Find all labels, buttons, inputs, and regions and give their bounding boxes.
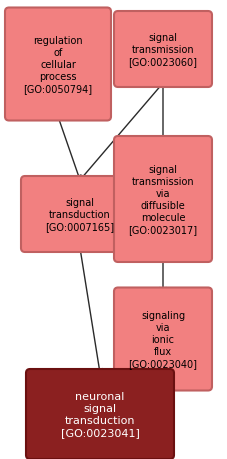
FancyBboxPatch shape xyxy=(114,137,211,263)
FancyBboxPatch shape xyxy=(5,8,111,121)
FancyBboxPatch shape xyxy=(114,12,211,88)
Text: regulation
of
cellular
process
[GO:0050794]: regulation of cellular process [GO:00507… xyxy=(23,36,92,94)
FancyBboxPatch shape xyxy=(114,288,211,391)
Text: signaling
via
ionic
flux
[GO:0023040]: signaling via ionic flux [GO:0023040] xyxy=(128,310,197,368)
FancyBboxPatch shape xyxy=(21,177,138,252)
Text: signal
transmission
via
diffusible
molecule
[GO:0023017]: signal transmission via diffusible molec… xyxy=(128,165,197,235)
Text: signal
transmission
[GO:0023060]: signal transmission [GO:0023060] xyxy=(128,33,197,67)
Text: signal
transduction
[GO:0007165]: signal transduction [GO:0007165] xyxy=(45,197,114,231)
FancyBboxPatch shape xyxy=(26,369,173,459)
Text: neuronal
signal
transduction
[GO:0023041]: neuronal signal transduction [GO:0023041… xyxy=(60,391,139,437)
